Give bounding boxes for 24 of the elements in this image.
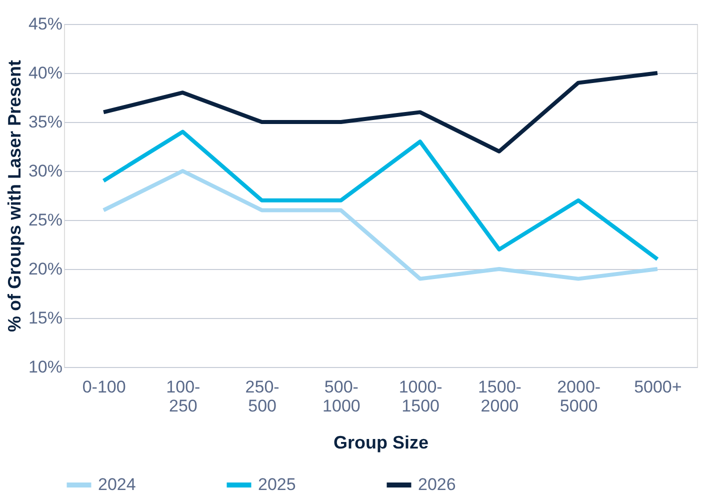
x-axis-title: Group Size (333, 432, 429, 452)
x-tick-label: 500-1000 (322, 378, 360, 416)
x-tick-label: 2000-5000 (557, 378, 601, 416)
y-tick-label: 20% (28, 260, 62, 278)
y-axis-title: % of Groups with Laser Present (4, 60, 24, 332)
legend-label: 2026 (418, 475, 456, 494)
y-tick-label: 40% (28, 64, 62, 82)
y-tick-label: 35% (28, 112, 62, 132)
x-tick-label: 1000-1500 (398, 378, 442, 416)
y-tick-label: 25% (28, 210, 62, 230)
x-tick-label: 100-250 (166, 378, 200, 416)
line-series (102, 130, 660, 262)
y-tick-label: 15% (28, 308, 62, 328)
line-series (102, 169, 660, 281)
x-tick-label: 0-100 (82, 378, 126, 396)
x-tick-label: 5000+ (634, 378, 682, 396)
x-tick-label: 250-500 (245, 378, 280, 416)
y-tick-label: 45% (28, 14, 62, 34)
line-series (102, 71, 660, 154)
y-tick-label: 30% (28, 162, 62, 180)
legend-label: 2025 (258, 475, 296, 494)
y-tick-label: 10% (28, 358, 62, 376)
legend-label: 2024 (98, 475, 136, 494)
x-tick-label: 1500-2000 (478, 378, 522, 416)
